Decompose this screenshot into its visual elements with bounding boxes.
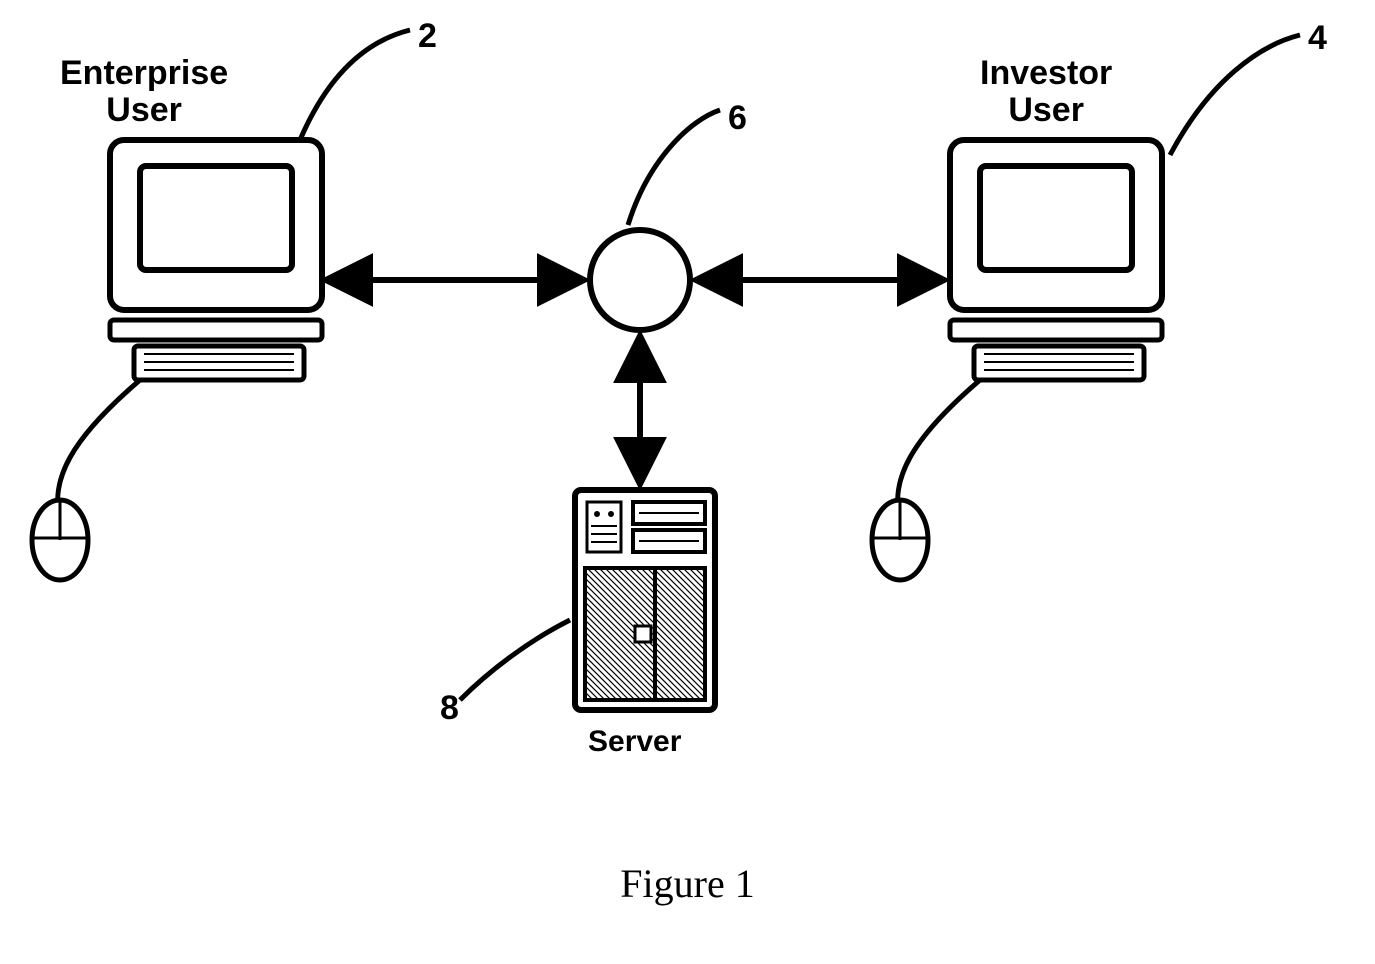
- callout-enterprise-num: 2: [418, 18, 437, 55]
- network-node: [590, 230, 690, 330]
- callout-server-num: 8: [440, 690, 459, 727]
- callout-curve-investor: [1170, 35, 1300, 155]
- server-label: Server: [588, 725, 681, 758]
- enterprise-label: Enterprise User: [60, 55, 228, 130]
- diagram-svg: [0, 0, 1375, 964]
- investor-pc: [872, 140, 1162, 580]
- enterprise-pc: [32, 140, 322, 580]
- callout-investor-num: 4: [1308, 20, 1327, 57]
- diagram-stage: Enterprise User Investor User Server 2 6…: [0, 0, 1375, 964]
- callout-curve-enterprise: [300, 30, 410, 140]
- callout-curve-server: [460, 620, 570, 700]
- callout-network-num: 6: [728, 100, 747, 137]
- server-tower: [575, 490, 715, 710]
- investor-label: Investor User: [980, 55, 1112, 130]
- callout-curve-network: [628, 110, 720, 225]
- figure-caption: Figure 1: [0, 860, 1375, 907]
